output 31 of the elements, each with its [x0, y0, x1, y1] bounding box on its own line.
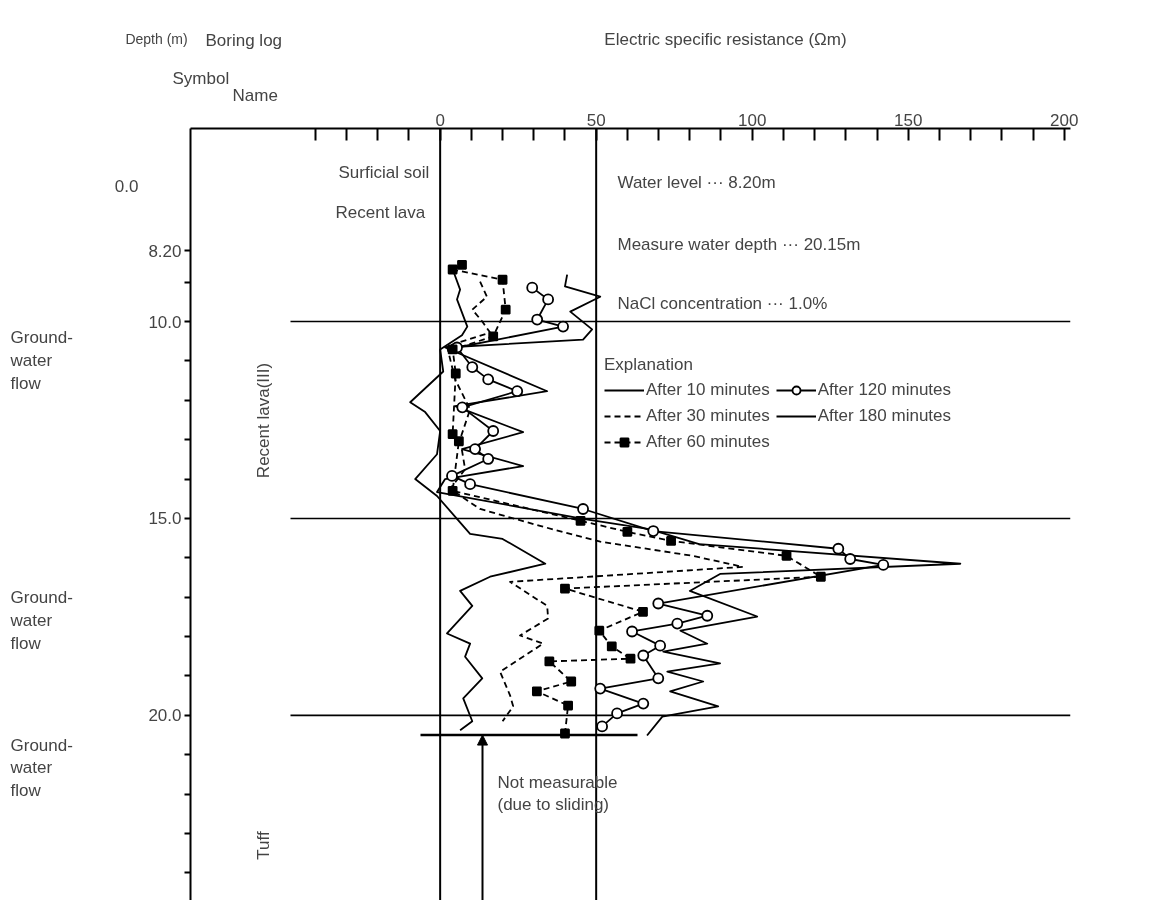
annotation: Tuff: [254, 831, 273, 860]
annotation: Measure water depth ··· 20.15m: [617, 235, 861, 254]
y-tick-label: 8.20: [148, 241, 182, 261]
text: Symbol: [172, 69, 230, 88]
legend-label: After 180 minutes: [817, 406, 952, 426]
text: Ground-water flow: [9, 328, 73, 393]
text: Ground-water flow: [9, 735, 73, 801]
y-tick-label: 15.0: [148, 509, 182, 529]
annotation: Recent lava: [335, 203, 426, 222]
chart-title: Electric specific resistance (Ωm): [604, 30, 847, 49]
legend-label: After 30 minutes: [646, 406, 770, 426]
annotation: Surficial soil: [338, 163, 430, 182]
legend-label: After 120 minutes: [817, 380, 952, 400]
text: Ground-water flow: [9, 588, 73, 653]
x-tick-label: 50: [586, 110, 606, 130]
text: 0.0: [114, 176, 139, 196]
annotation: Recent lava(III): [254, 362, 273, 479]
x-tick-label: 200: [1050, 110, 1079, 130]
annotation: NaCl concentration ··· 1.0%: [617, 294, 828, 313]
legend-label: After 10 minutes: [646, 380, 770, 400]
x-tick-label: 150: [894, 110, 923, 130]
y-tick-label: 10.0: [148, 312, 182, 332]
text: Name: [232, 86, 278, 105]
legend-label: After 60 minutes: [646, 432, 770, 452]
x-tick-label: 0: [435, 110, 445, 130]
text: Boring log: [205, 31, 283, 50]
x-tick-label: 100: [738, 110, 767, 130]
legend-title: Explanation: [604, 355, 694, 375]
y-tick-label: 20.0: [148, 706, 182, 726]
annotation: Water level ··· 8.20m: [617, 173, 776, 192]
y-axis-title: Depth (m): [125, 30, 188, 47]
